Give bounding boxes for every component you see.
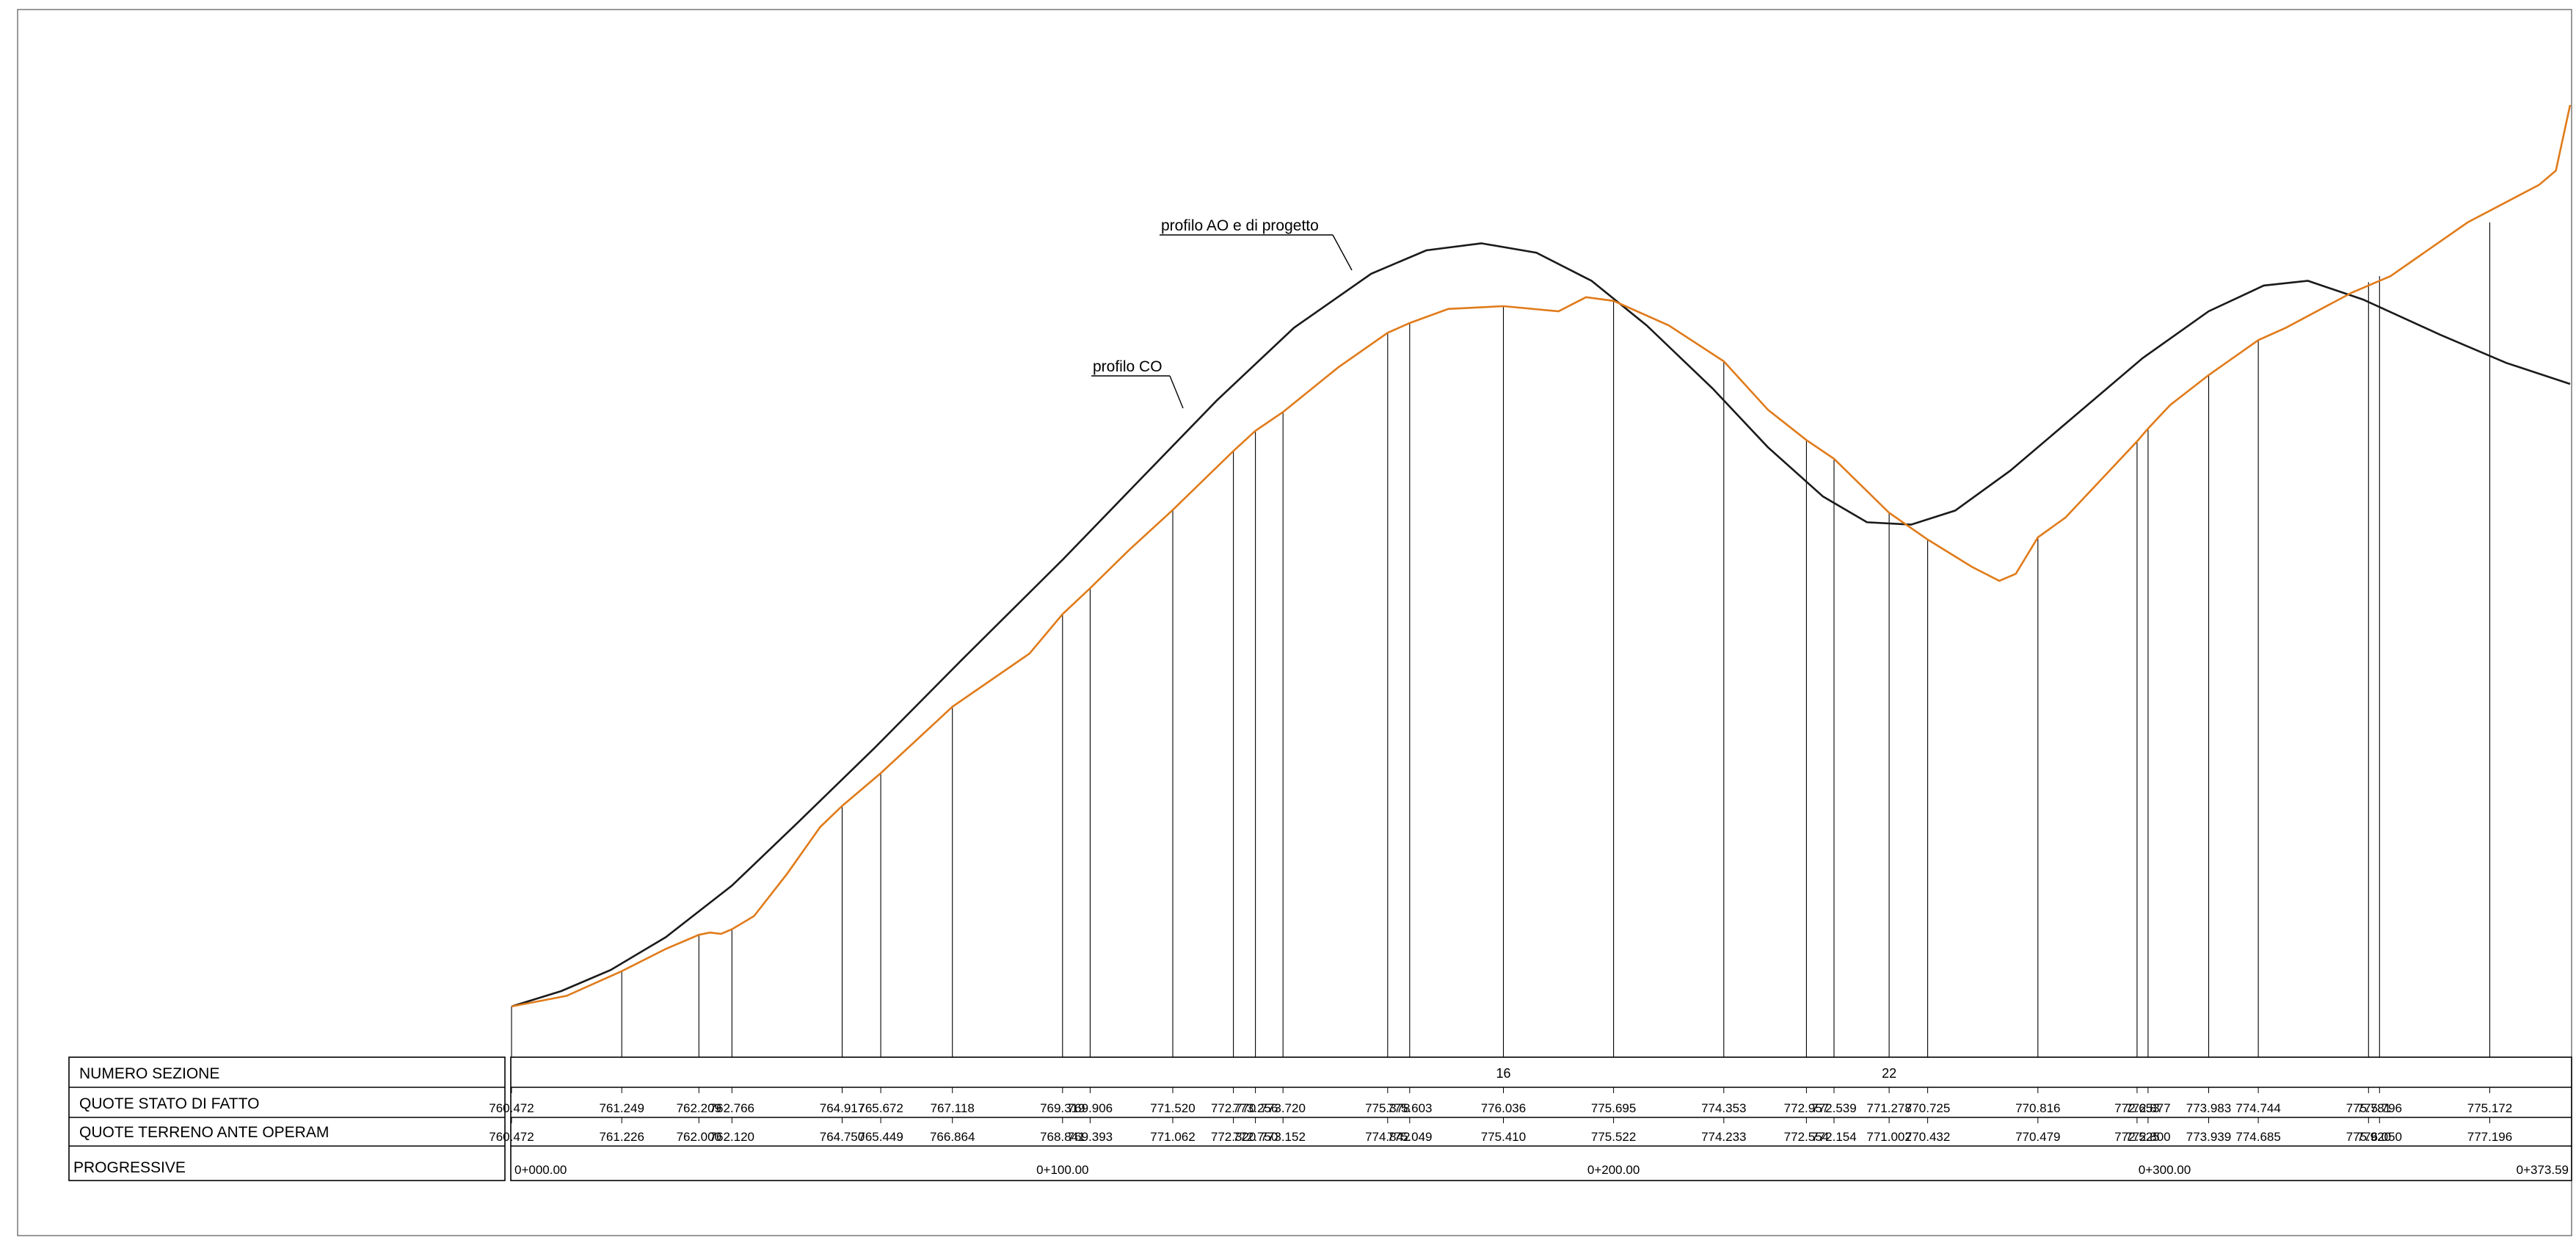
stato-di-fatto-value: 772.770 [1211, 1101, 1256, 1115]
stato-di-fatto-value: 774.353 [1701, 1101, 1746, 1115]
terreno-ante-operam-value: 772.800 [2125, 1130, 2170, 1144]
table-label-column [68, 1056, 506, 1181]
table-value-area [510, 1056, 2572, 1181]
terreno-ante-operam-value: 773.939 [2186, 1130, 2231, 1144]
stato-di-fatto-value: 765.672 [858, 1101, 903, 1115]
row-label-quote-stato-di-fatto: QUOTE STATO DI FATTO [79, 1095, 259, 1112]
stato-di-fatto-value: 773.720 [1260, 1101, 1305, 1115]
terreno-ante-operam-value: 761.226 [599, 1130, 644, 1144]
progressive-label: 0+100.00 [1036, 1163, 1088, 1177]
stato-di-fatto-value: 767.118 [931, 1101, 975, 1115]
annotation-co-leader [1169, 375, 1184, 409]
terreno-ante-operam-value: 770.432 [1905, 1130, 1950, 1144]
annotation-co: profilo CO [1091, 358, 1184, 409]
progressive-label: 0+000.00 [514, 1163, 567, 1177]
stato-di-fatto-value: 775.172 [2467, 1101, 2512, 1115]
profile-data-table: NUMERO SEZIONE QUOTE STATO DI FATTO QUOT… [68, 1056, 2572, 1181]
terreno-ante-operam-value: 771.062 [1150, 1130, 1195, 1144]
stato-di-fatto-value: 760.472 [489, 1101, 534, 1115]
series-line-ao [511, 242, 2571, 1008]
terreno-ante-operam-value: 766.864 [930, 1130, 975, 1144]
stato-di-fatto-value: 776.036 [1481, 1101, 1526, 1115]
row-label-numero-sezione: NUMERO SEZIONE [79, 1065, 219, 1082]
stato-di-fatto-value: 771.520 [1150, 1101, 1195, 1115]
stato-di-fatto-value: 772.539 [1811, 1101, 1856, 1115]
section-number-label: 16 [1496, 1066, 1510, 1081]
terreno-ante-operam-value: 774.685 [2235, 1130, 2280, 1144]
stato-di-fatto-value: 770.725 [1905, 1101, 1950, 1115]
terreno-ante-operam-value: 772.154 [1811, 1130, 1856, 1144]
progressive-label: 0+300.00 [2139, 1163, 2191, 1177]
drawing-frame [17, 9, 2572, 1236]
terreno-ante-operam-value: 768.841 [1040, 1130, 1085, 1144]
stato-di-fatto-value: 772.957 [1784, 1101, 1829, 1115]
progressive-label: 0+200.00 [1587, 1163, 1640, 1177]
stato-di-fatto-value: 775.796 [2357, 1101, 2402, 1115]
terreno-ante-operam-value: 773.152 [1260, 1130, 1305, 1144]
stato-di-fatto-value: 769.319 [1040, 1101, 1085, 1115]
stato-di-fatto-value: 771.278 [1866, 1101, 1911, 1115]
stato-di-fatto-value: 762.766 [710, 1101, 754, 1115]
stato-di-fatto-value: 762.209 [677, 1101, 721, 1115]
terreno-ante-operam-value: 777.196 [2467, 1130, 2512, 1144]
stato-di-fatto-value: 775.695 [1591, 1101, 1636, 1115]
stato-di-fatto-value: 761.249 [599, 1101, 644, 1115]
stato-di-fatto-value: 774.744 [2235, 1101, 2280, 1115]
terreno-ante-operam-value: 764.750 [820, 1130, 865, 1144]
stato-di-fatto-value: 775.378 [1365, 1101, 1410, 1115]
terreno-ante-operam-value: 772.525 [2114, 1130, 2159, 1144]
terreno-ante-operam-value: 769.393 [1068, 1130, 1113, 1144]
terreno-ante-operam-value: 775.920 [2346, 1130, 2391, 1144]
row-label-quote-terreno-ante-operam: QUOTE TERRENO ANTE OPERAM [79, 1124, 329, 1141]
terreno-ante-operam-value: 776.050 [2357, 1130, 2402, 1144]
stato-di-fatto-value: 769.906 [1068, 1101, 1113, 1115]
terreno-ante-operam-value: 772.554 [1784, 1130, 1829, 1144]
terreno-ante-operam-value: 775.049 [1387, 1130, 1432, 1144]
stato-di-fatto-value: 770.816 [2015, 1101, 2060, 1115]
stato-di-fatto-value: 764.917 [820, 1101, 865, 1115]
annotation-ao-leader [1332, 234, 1353, 271]
terreno-ante-operam-value: 760.472 [489, 1130, 534, 1144]
terreno-ante-operam-value: 771.002 [1866, 1130, 1911, 1144]
annotation-ao: profilo AO e di progetto [1160, 217, 1353, 271]
terreno-ante-operam-value: 762.120 [710, 1130, 754, 1144]
terreno-ante-operam-value: 774.233 [1701, 1130, 1746, 1144]
terreno-ante-operam-value: 772.320 [1211, 1130, 1256, 1144]
terreno-ante-operam-value: 774.842 [1365, 1130, 1410, 1144]
terreno-ante-operam-value: 772.750 [1233, 1130, 1278, 1144]
terreno-ante-operam-value: 770.479 [2015, 1130, 2060, 1144]
stato-di-fatto-value: 775.781 [2346, 1101, 2391, 1115]
terreno-ante-operam-value: 765.449 [858, 1130, 903, 1144]
annotation-ao-label: profilo AO e di progetto [1161, 217, 1319, 234]
progressive-label: 0+373.59 [2517, 1163, 2569, 1177]
profile-plot: profilo AO e di progetto profilo CO [511, 104, 2572, 1057]
row-label-progressive: PROGRESSIVE [73, 1159, 186, 1176]
stato-di-fatto-value: 773.256 [1233, 1101, 1278, 1115]
stato-di-fatto-value: 775.603 [1387, 1101, 1432, 1115]
table-values: 760.472 760.472 761.249 761.226 762.209 762.0… [489, 1066, 2569, 1177]
series-line-co [511, 104, 2572, 1008]
stato-di-fatto-value: 772.653 [2114, 1101, 2159, 1115]
stato-di-fatto-value: 773.983 [2186, 1101, 2231, 1115]
stato-di-fatto-value: 772.877 [2125, 1101, 2170, 1115]
terreno-ante-operam-value: 762.000 [677, 1130, 721, 1144]
annotation-co-label: profilo CO [1093, 358, 1163, 375]
terreno-ante-operam-value: 775.522 [1591, 1130, 1636, 1144]
section-number-label: 22 [1882, 1066, 1896, 1081]
terreno-ante-operam-value: 775.410 [1481, 1130, 1526, 1144]
station-lines [511, 222, 2491, 1057]
